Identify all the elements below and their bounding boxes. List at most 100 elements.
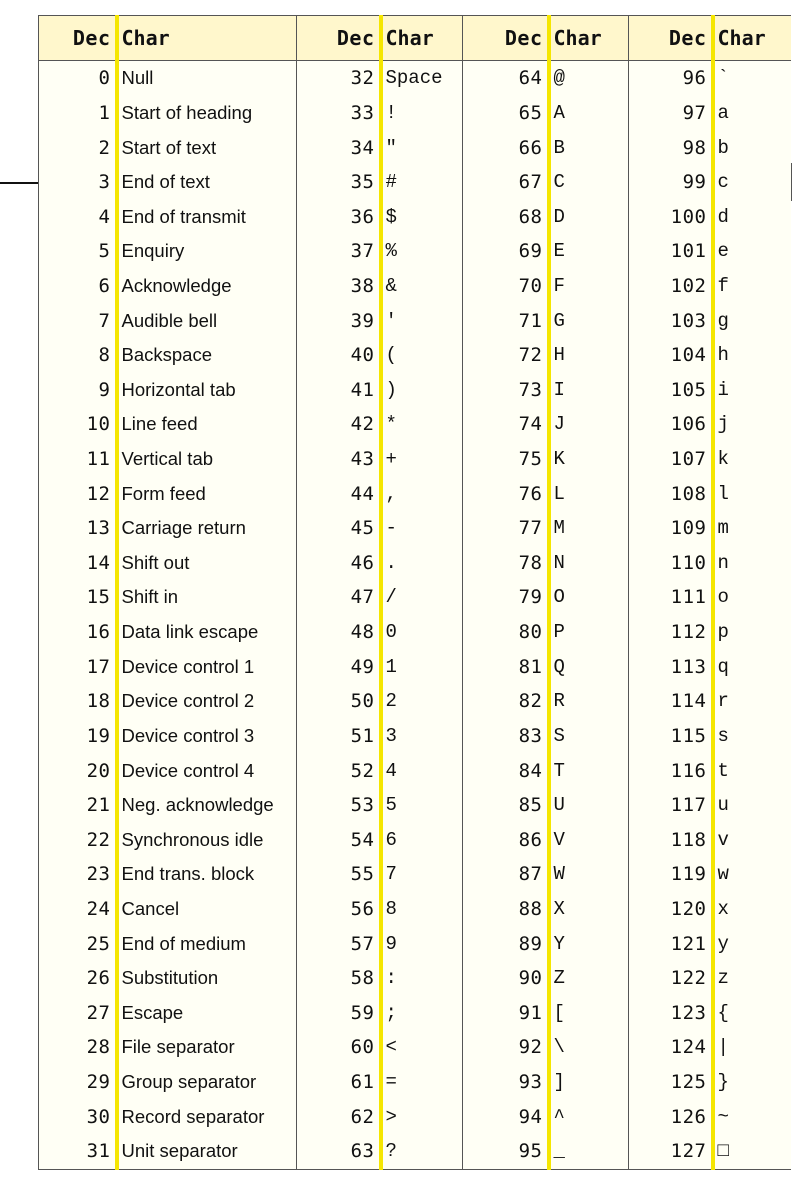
dec-cell: 110: [628, 545, 715, 581]
char-cell: ': [385, 309, 397, 332]
dec-cell: 126: [628, 1099, 715, 1134]
char-cell: 0: [385, 621, 397, 644]
dec-cell: 102: [628, 268, 715, 304]
char-name-cell: Form feed: [121, 482, 206, 504]
dec-cell: 89: [462, 926, 551, 961]
char-cell: 1: [385, 655, 397, 678]
char-cell: .: [385, 551, 397, 574]
char-cell: <: [385, 1036, 397, 1059]
table-row: 20 Device control 4 52 4 84 T 116 t: [38, 753, 791, 788]
dec-cell: 39: [296, 303, 383, 338]
char-cell: K: [553, 448, 565, 471]
char-name-cell: Audible bell: [121, 309, 218, 331]
dec-cell: 35: [296, 164, 383, 200]
dec-cell: 16: [38, 614, 119, 650]
dec-cell: 6: [38, 268, 119, 304]
dec-cell: 42: [296, 407, 383, 442]
dec-cell: 0: [38, 60, 119, 96]
char-cell: g: [717, 309, 729, 332]
char-cell: %: [385, 240, 397, 263]
dec-cell: 103: [628, 303, 715, 338]
dec-cell: 124: [628, 1030, 715, 1065]
dec-cell: 4: [38, 199, 119, 235]
char-cell: F: [553, 274, 565, 297]
dec-cell: 69: [462, 234, 551, 269]
dec-cell: 55: [296, 857, 383, 892]
char-name-cell: Neg. acknowledge: [121, 794, 274, 816]
dec-cell: 45: [296, 510, 383, 546]
dec-cell: 100: [628, 199, 715, 235]
dec-cell: 32: [296, 60, 383, 96]
char-cell: 2: [385, 690, 397, 713]
char-cell: i: [717, 378, 729, 401]
header-char: Char: [712, 15, 791, 61]
char-cell: J: [553, 413, 565, 436]
char-cell: O: [553, 586, 565, 609]
char-name-cell: End of text: [121, 171, 210, 193]
dec-cell: 64: [462, 60, 551, 96]
char-name-cell: Synchronous idle: [121, 828, 264, 850]
dec-cell: 17: [38, 649, 119, 684]
char-cell: H: [553, 344, 565, 367]
char-name-cell: Enquiry: [121, 240, 185, 262]
char-cell: E: [553, 240, 565, 263]
dec-cell: 97: [628, 95, 715, 131]
edge-mark: [790, 163, 792, 201]
dec-cell: 77: [462, 510, 551, 546]
table-row: 2 Start of text 34 " 66 B 98 b: [38, 130, 791, 165]
char-cell: V: [553, 828, 565, 851]
table-row: 11 Vertical tab 43 +75 K 107 k: [38, 441, 791, 477]
char-cell: k: [717, 448, 729, 471]
dec-cell: 52: [296, 753, 383, 788]
char-cell: T: [553, 759, 565, 782]
dec-cell: 123: [628, 995, 715, 1031]
dec-cell: 113: [628, 649, 715, 684]
dec-cell: 120: [628, 891, 715, 927]
dec-cell: 75: [462, 441, 551, 477]
table-row: 3 End of text 35 #67 C 99 c: [38, 164, 791, 200]
dec-cell: 3: [38, 164, 119, 200]
char-cell: o: [717, 586, 729, 609]
char-cell: s: [717, 724, 729, 747]
dec-cell: 76: [462, 476, 551, 511]
dec-cell: 59: [296, 995, 383, 1031]
char-cell: _: [553, 1140, 565, 1163]
dec-cell: 104: [628, 337, 715, 373]
dec-cell: 61: [296, 1064, 383, 1100]
char-name-cell: Horizontal tab: [121, 378, 236, 400]
table-row: 1 Start of heading 33! 65 A 97 a: [38, 95, 791, 131]
char-cell: n: [717, 551, 729, 574]
char-cell: &: [385, 274, 397, 297]
dec-cell: 111: [628, 580, 715, 615]
char-name-cell: Group separator: [121, 1070, 257, 1092]
char-cell: m: [717, 517, 729, 540]
char-cell: >: [385, 1105, 397, 1128]
char-name-cell: Line feed: [121, 413, 198, 435]
dec-cell: 56: [296, 891, 383, 927]
dec-cell: 48: [296, 614, 383, 650]
char-cell: ~: [717, 1105, 729, 1128]
dec-cell: 50: [296, 683, 383, 719]
dec-cell: 18: [38, 683, 119, 719]
dec-cell: 127: [628, 1133, 715, 1170]
dec-cell: 49: [296, 649, 383, 684]
table-row: 29 Group separator 61 = 93] 125}: [38, 1064, 791, 1100]
char-cell: 5: [385, 794, 397, 817]
dec-cell: 38: [296, 268, 383, 304]
char-cell: 3: [385, 724, 397, 747]
dec-cell: 108: [628, 476, 715, 511]
char-cell: }: [717, 1070, 729, 1093]
char-cell: ^: [553, 1105, 565, 1128]
char-cell: A: [553, 101, 565, 124]
table-row: 18 Device control 2 50 2 82 R 114 r: [38, 683, 791, 719]
dec-cell: 82: [462, 683, 551, 719]
char-cell: e: [717, 240, 729, 263]
table-body: 0 Null 32 Space 64 @96 ` 1 Start of heading 33! 65…: [38, 60, 791, 1170]
char-cell: W: [553, 863, 565, 886]
char-cell: u: [717, 794, 729, 817]
char-cell: Y: [553, 932, 565, 955]
char-cell: =: [385, 1070, 397, 1093]
char-cell: ): [385, 378, 397, 401]
ascii-table: Dec Char Dec Char Dec Char Dec Char 0 Nul…: [38, 15, 791, 1170]
dec-cell: 107: [628, 441, 715, 477]
